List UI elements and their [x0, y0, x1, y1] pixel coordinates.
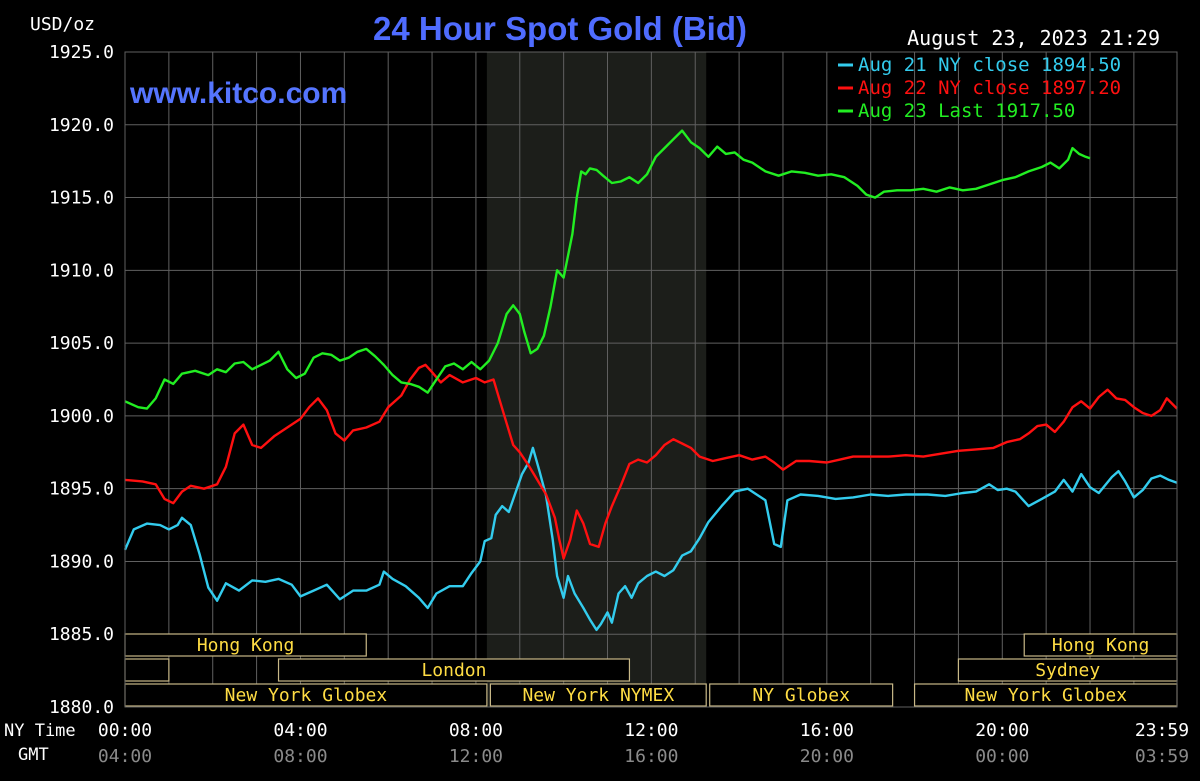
y-tick-label: 1895.0 [49, 479, 114, 500]
x-tick-label-gmt: 12:00 [449, 746, 503, 767]
y-tick-label: 1885.0 [49, 624, 114, 645]
gmt-label: GMT [18, 745, 49, 765]
session-box [489, 683, 707, 707]
ny-time-label: NY Time [4, 721, 76, 741]
grid-lines [125, 51, 1177, 708]
x-tick-label-gmt: 04:00 [98, 746, 152, 767]
plot-border [124, 51, 1178, 708]
x-tick-label-ny: 00:00 [98, 720, 152, 741]
session-box [124, 658, 170, 682]
x-tick-label-ny: 08:00 [449, 720, 503, 741]
session-label: New York Globex [225, 685, 388, 706]
watermark: www.kitco.com [129, 77, 347, 110]
x-axis-ticks: 00:00 04:00 04:00 08:00 08:00 12:00 12:00 16:00… [98, 720, 1189, 767]
legend-entry: Aug 22 NY close 1897.20 [858, 77, 1121, 99]
session-box [709, 683, 894, 707]
y-tick-label: 1880.0 [49, 697, 114, 718]
chart-title: 24 Hour Spot Gold (Bid) [373, 10, 747, 47]
y-axis-ticks: 1925.0 1920.0 1915.0 1910.0 1905.0 1900.0 1895… [49, 42, 114, 718]
y-tick-label: 1905.0 [49, 333, 114, 354]
session-label: New York NYMEX [522, 685, 674, 706]
y-tick-label: 1890.0 [49, 551, 114, 572]
x-tick-label-ny: 12:00 [624, 720, 678, 741]
session-label: New York Globex [964, 685, 1127, 706]
price-series [123, 129, 1178, 632]
y-tick-label: 1915.0 [49, 188, 114, 209]
x-tick-label-gmt: 00:00 [975, 746, 1029, 767]
nymex-shaded-region [486, 52, 707, 707]
y-tick-label: 1920.0 [49, 115, 114, 136]
legend-entry: Aug 21 NY close 1894.50 [858, 54, 1121, 76]
legend-entry: Aug 23 Last 1917.50 [858, 100, 1075, 122]
session-label: Hong Kong [1052, 635, 1150, 656]
x-tick-label-ny: 20:00 [975, 720, 1029, 741]
trading-sessions: Hong Kong Hong Kong London Sydney New York G… [124, 633, 1178, 707]
y-tick-label: 1900.0 [49, 406, 114, 427]
x-tick-label-gmt: 20:00 [800, 746, 854, 767]
x-tick-label-ny: 04:00 [273, 720, 327, 741]
y-tick-label: 1925.0 [49, 42, 114, 63]
session-box [277, 658, 631, 682]
x-tick-label-gmt: 03:59 [1135, 746, 1189, 767]
x-tick-label-ny: 23:59 [1135, 720, 1189, 741]
series-line-2 [124, 363, 1178, 560]
series-line-1 [123, 446, 1178, 632]
session-label: Hong Kong [197, 635, 295, 656]
x-tick-label-ny: 16:00 [800, 720, 854, 741]
x-tick-label-gmt: 16:00 [624, 746, 678, 767]
y-tick-label: 1910.0 [49, 260, 114, 281]
nymex-shade [486, 52, 707, 707]
series-line-3 [124, 129, 1091, 410]
unit-label: USD/oz [30, 14, 95, 35]
x-tick-label-gmt: 08:00 [273, 746, 327, 767]
session-label: London [421, 660, 486, 681]
session-label: Sydney [1035, 660, 1100, 681]
session-label: NY Globex [752, 685, 850, 706]
date-time: August 23, 2023 21:29 [907, 26, 1160, 50]
